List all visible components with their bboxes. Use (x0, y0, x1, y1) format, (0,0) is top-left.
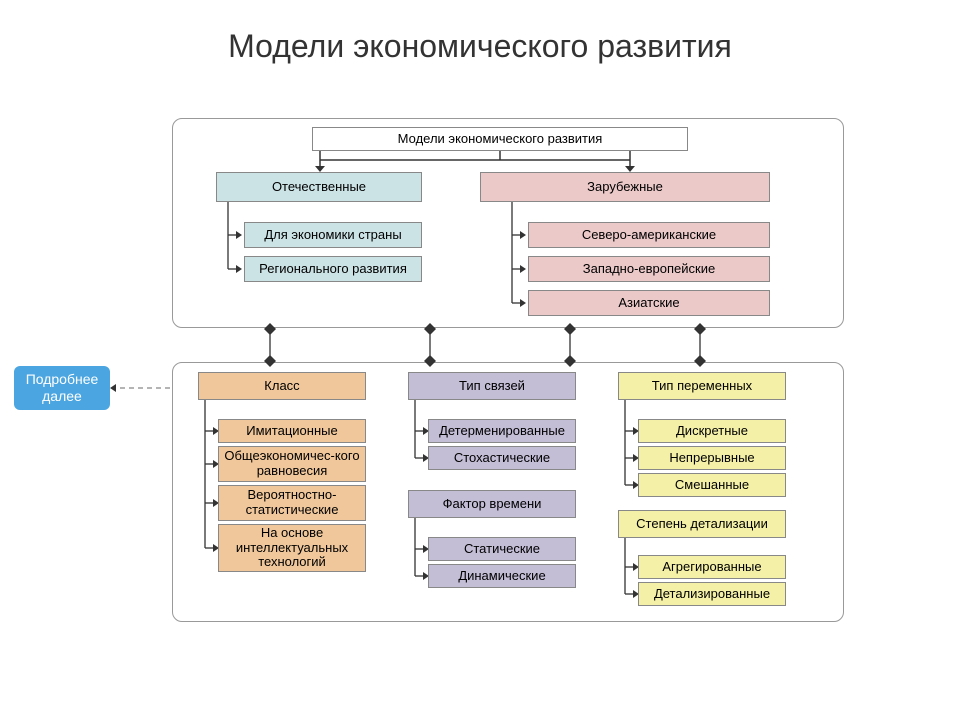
box-vt3: Смешанные (638, 473, 786, 497)
box-cls4: На основе интеллектуальных технологий (218, 524, 366, 572)
box-for2: Западно-европейские (528, 256, 770, 282)
box-time_factor: Фактор времени (408, 490, 576, 518)
box-tf2: Динамические (428, 564, 576, 588)
box-foreign: Зарубежные (480, 172, 770, 202)
box-for1: Северо-американские (528, 222, 770, 248)
box-for3: Азиатские (528, 290, 770, 316)
callout-more[interactable]: Подробнее далее (14, 366, 110, 410)
page-title: Модели экономического развития (0, 28, 960, 65)
box-dt2: Детализированные (638, 582, 786, 606)
box-dom1: Для экономики страны (244, 222, 422, 248)
box-cls3: Вероятностно-статистические (218, 485, 366, 521)
box-vt1: Дискретные (638, 419, 786, 443)
box-detail: Степень детализации (618, 510, 786, 538)
box-domestic: Отечественные (216, 172, 422, 202)
box-lt2: Стохастические (428, 446, 576, 470)
box-class: Класс (198, 372, 366, 400)
box-link_type: Тип связей (408, 372, 576, 400)
box-vt2: Непрерывные (638, 446, 786, 470)
box-cls2: Общеэкономичес-кого равновесия (218, 446, 366, 482)
box-lt1: Детерменированные (428, 419, 576, 443)
box-dt1: Агрегированные (638, 555, 786, 579)
box-tf1: Статические (428, 537, 576, 561)
box-var_type: Тип переменных (618, 372, 786, 400)
box-cls1: Имитационные (218, 419, 366, 443)
box-root: Модели экономического развития (312, 127, 688, 151)
box-dom2: Регионального развития (244, 256, 422, 282)
